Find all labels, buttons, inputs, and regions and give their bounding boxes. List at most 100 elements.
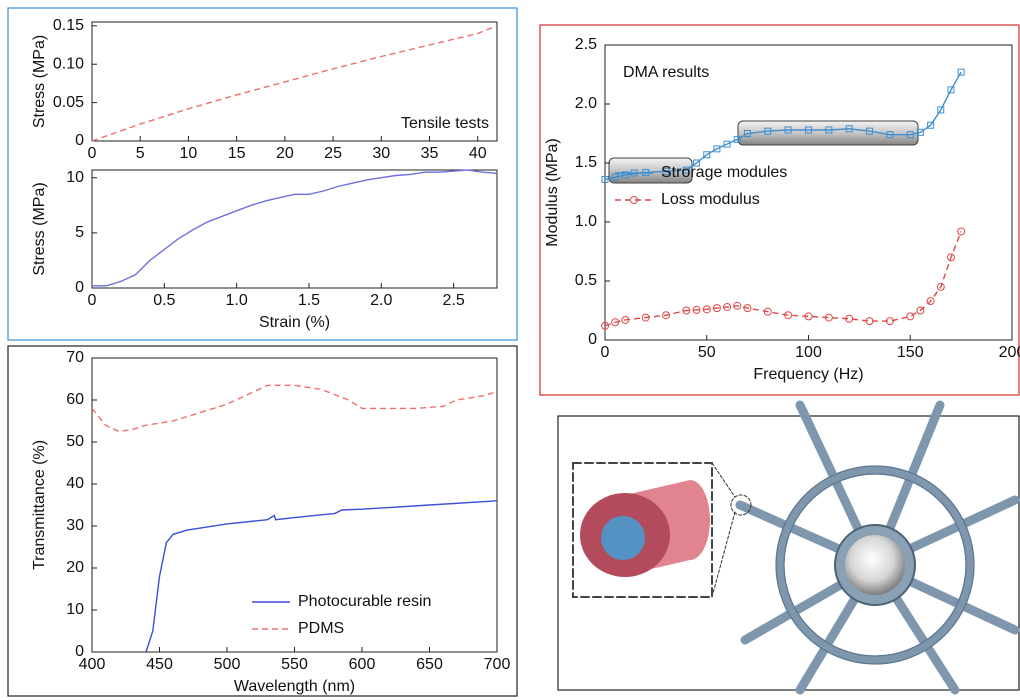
marker (886, 131, 894, 139)
marker (693, 159, 701, 167)
x-tick-label: 25 (324, 145, 342, 162)
marker (866, 127, 874, 135)
marker (611, 318, 620, 327)
panel-frame (557, 415, 1020, 691)
y-tick-label: 1.5 (575, 154, 597, 171)
x-tick-label: 30 (372, 145, 390, 162)
y-tick-label: 40 (66, 475, 84, 492)
y-tick-label: 0.10 (53, 55, 84, 72)
marker (621, 171, 629, 179)
series-line (604, 231, 962, 327)
marker (733, 301, 742, 310)
annotation: DMA results (623, 64, 709, 81)
y-tick-label: 0 (75, 279, 84, 296)
x-tick-label: 200 (999, 344, 1020, 361)
marker (611, 173, 619, 181)
marker (733, 135, 741, 143)
marker (682, 306, 691, 315)
x-tick-label: 1.0 (226, 292, 248, 309)
y-tick-label: 5 (75, 224, 84, 241)
marker (916, 306, 925, 315)
x-axis-label: Strain (%) (259, 314, 330, 331)
marker (621, 315, 630, 324)
y-axis-label: Transmittance (%) (31, 440, 48, 570)
panel-frame (7, 345, 518, 697)
y-axis-label: Modulus (MPa) (544, 138, 561, 246)
marker (682, 166, 690, 174)
marker (845, 125, 853, 133)
x-tick-label: 650 (416, 656, 443, 673)
marker (743, 304, 752, 313)
marker (601, 176, 609, 184)
y-tick-label: 70 (66, 349, 84, 366)
marker (723, 302, 732, 311)
marker (662, 311, 671, 320)
marker (926, 297, 935, 306)
marker (743, 130, 751, 137)
marker (916, 128, 924, 136)
series-line (92, 169, 498, 287)
panel-frame (539, 24, 1020, 396)
marker (764, 127, 772, 135)
y-tick-label: 2.0 (575, 95, 597, 112)
y-tick-label: 50 (66, 433, 84, 450)
series-line (145, 500, 498, 653)
marker (906, 131, 914, 139)
legend-label: Strorage modules (661, 164, 787, 181)
plot-frame (91, 169, 498, 289)
x-tick-label: 0 (88, 292, 97, 309)
x-tick-label: 0.5 (153, 292, 175, 309)
y-tick-label: 0 (75, 643, 84, 660)
x-tick-label: 35 (421, 145, 439, 162)
y-tick-label: 10 (66, 601, 84, 618)
marker (946, 253, 955, 262)
series-line (91, 384, 498, 433)
marker (763, 307, 772, 316)
marker (703, 151, 711, 159)
marker (723, 140, 731, 148)
x-tick-label: 400 (79, 656, 106, 673)
marker (825, 126, 833, 134)
y-tick-label: 0.05 (53, 94, 84, 111)
marker (906, 312, 915, 321)
x-tick-label: 15 (228, 145, 246, 162)
legend-label: Loss modulus (661, 191, 760, 208)
y-tick-label: 20 (66, 559, 84, 576)
plot-frame (91, 21, 498, 142)
y-tick-label: 0.15 (53, 17, 84, 34)
x-tick-label: 0 (601, 344, 610, 361)
legend-label: PDMS (298, 620, 344, 637)
x-tick-label: 450 (146, 656, 173, 673)
marker (641, 313, 650, 322)
y-tick-label: 0 (588, 331, 597, 348)
x-tick-label: 500 (214, 656, 241, 673)
y-axis-label: Stress (MPa) (31, 182, 48, 275)
x-tick-label: 550 (281, 656, 308, 673)
x-tick-label: 0 (88, 145, 97, 162)
x-tick-label: 2.5 (442, 292, 464, 309)
marker (957, 227, 966, 236)
marker (865, 317, 874, 326)
x-tick-label: 700 (484, 656, 511, 673)
marker (601, 321, 609, 330)
marker (947, 86, 955, 94)
y-tick-label: 0.5 (575, 272, 597, 289)
x-axis-label: Wavelength (nm) (234, 678, 355, 695)
x-tick-label: 100 (795, 344, 822, 361)
y-tick-label: 1.0 (575, 213, 597, 230)
marker (702, 305, 711, 314)
x-tick-label: 150 (897, 344, 924, 361)
x-tick-label: 1.5 (298, 292, 320, 309)
marker (927, 121, 935, 129)
x-tick-label: 5 (136, 145, 145, 162)
legend-marker (630, 196, 638, 204)
marker (937, 106, 945, 114)
x-tick-label: 10 (180, 145, 198, 162)
marker (824, 313, 833, 322)
marker (805, 126, 812, 134)
y-tick-label: 30 (66, 517, 84, 534)
marker (713, 145, 721, 153)
marker (804, 312, 813, 321)
series-line (91, 25, 498, 142)
